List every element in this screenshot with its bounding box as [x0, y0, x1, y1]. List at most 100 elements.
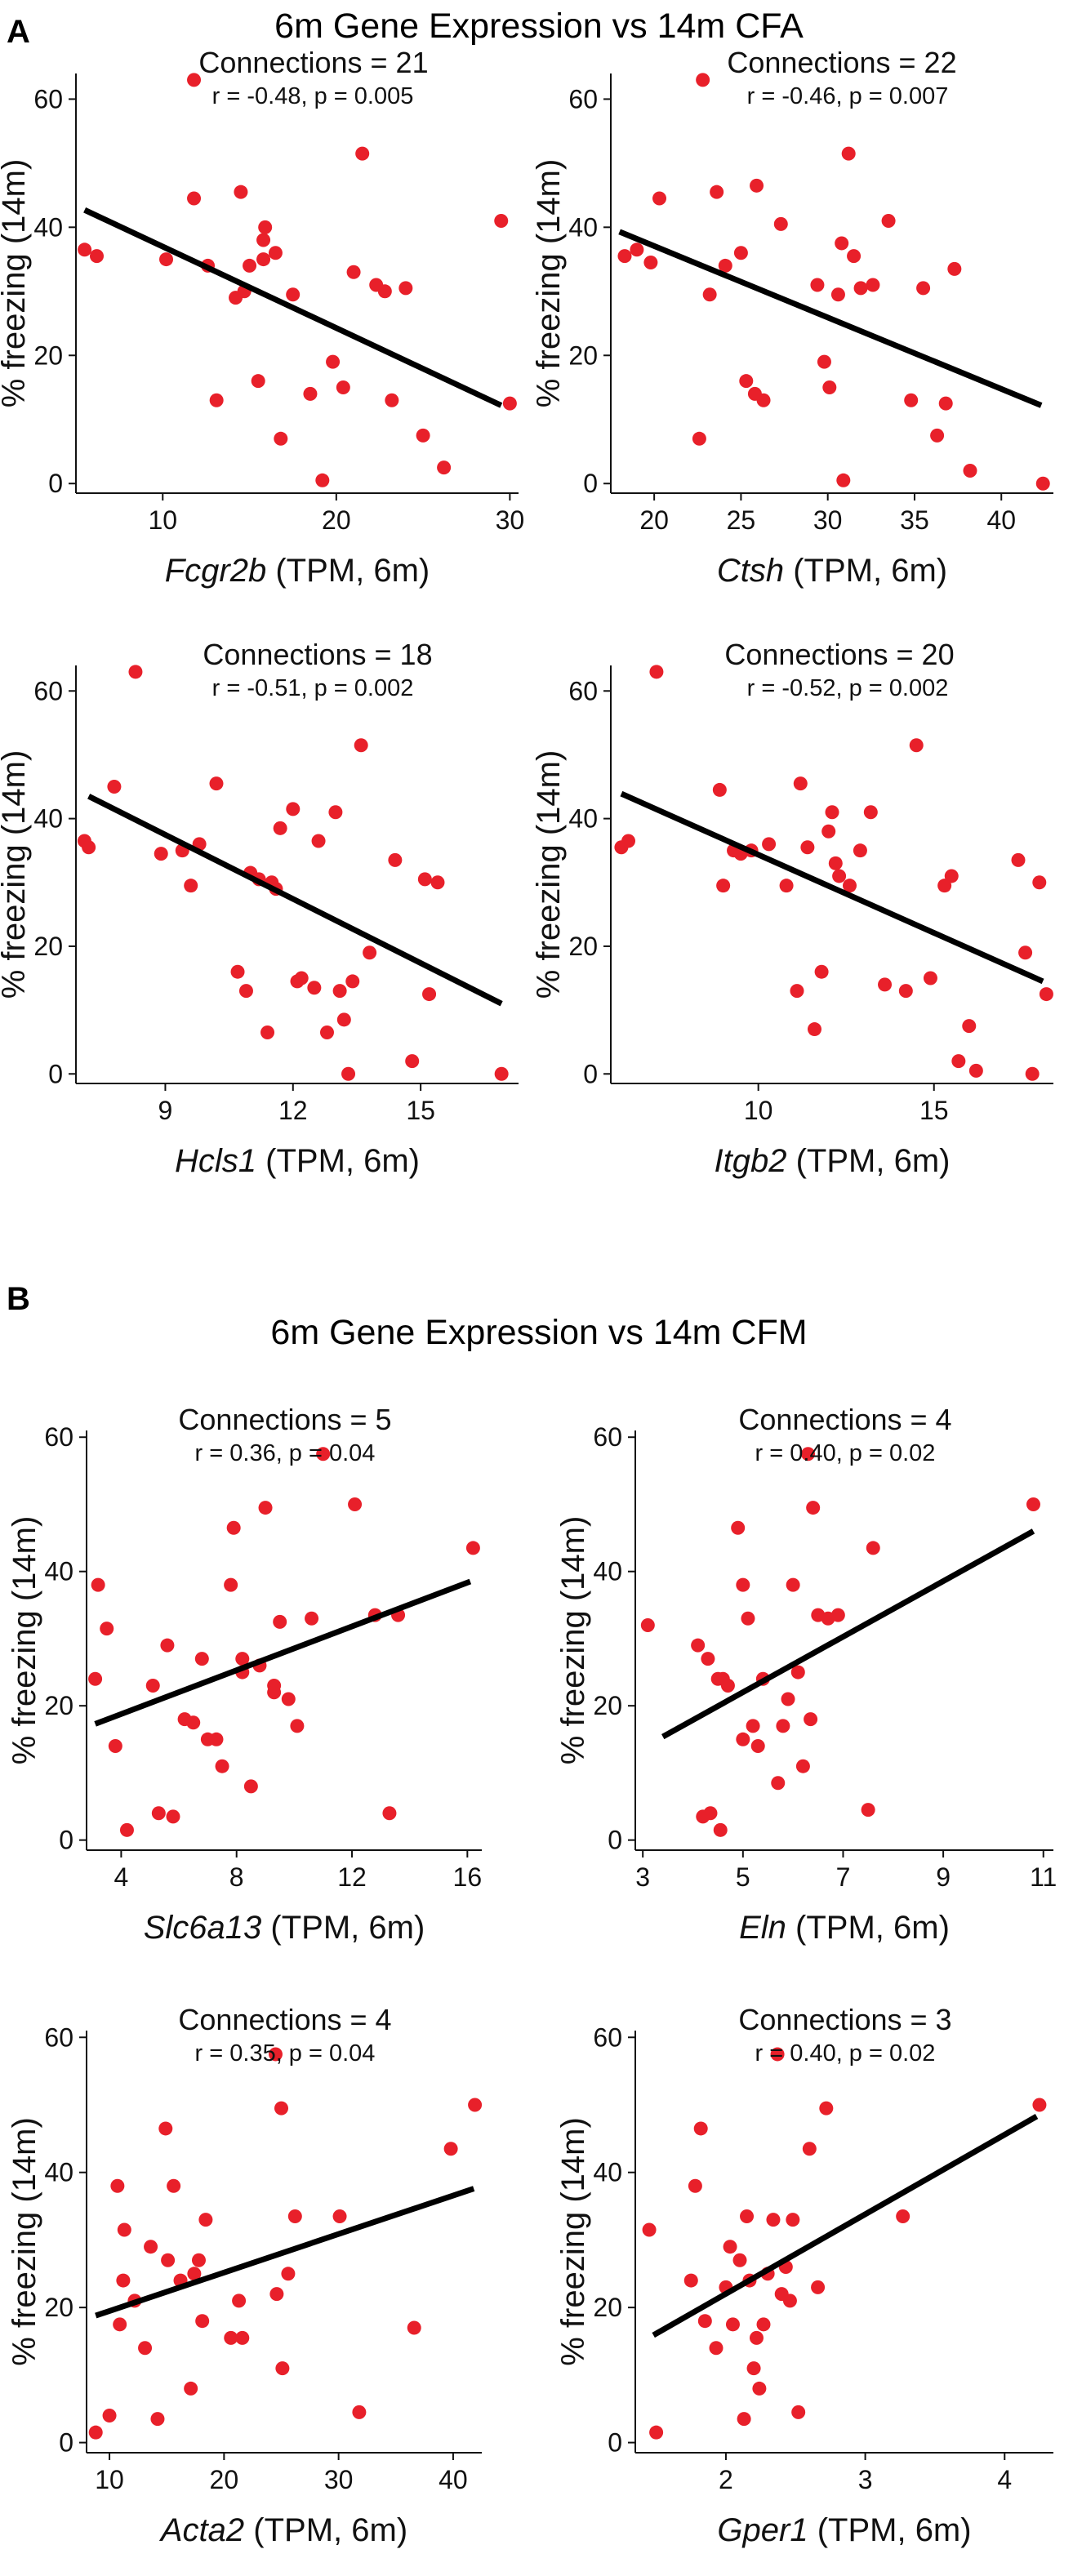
data-point	[923, 971, 937, 985]
data-point	[937, 879, 952, 893]
data-point	[847, 249, 862, 264]
data-point	[731, 1520, 746, 1535]
data-point	[878, 977, 893, 992]
data-point	[195, 2314, 210, 2329]
data-point	[243, 1779, 258, 1794]
data-point	[187, 2267, 202, 2281]
x-tick-label: 5	[736, 1862, 750, 1892]
data-point	[303, 386, 318, 401]
x-tick-label: 8	[229, 1862, 244, 1892]
data-point	[354, 738, 368, 753]
data-point	[315, 473, 330, 487]
data-point	[740, 2209, 755, 2223]
data-point	[830, 1608, 845, 1622]
data-point	[828, 856, 843, 870]
data-point	[790, 1665, 805, 1680]
data-point	[258, 1501, 273, 1515]
y-tick-label: 0	[48, 469, 63, 498]
scatter-plot-gper1: 0 20 40 60 2 3 4 Connections = 3 r = 0.40, p = 0…	[555, 2003, 1053, 2548]
data-point	[166, 1809, 180, 1824]
data-point	[346, 265, 361, 279]
data-point	[710, 185, 724, 199]
data-point	[311, 834, 326, 848]
data-point	[712, 782, 727, 797]
x-tick-label: 2	[719, 2465, 733, 2494]
data-point	[116, 2273, 131, 2288]
data-point	[422, 987, 437, 1002]
x-tick-label: 10	[148, 505, 177, 535]
data-point	[90, 249, 105, 264]
y-tick-label: 20	[44, 2293, 73, 2322]
x-tick-label: 20	[639, 505, 669, 535]
y-tick-label: 0	[608, 1826, 622, 1855]
data-point	[962, 1019, 977, 1034]
scatter-plot-acta2: 0 20 40 60 10 20 30 40 Connections = 4 r = 0.35, …	[7, 2003, 483, 2548]
data-point	[806, 1501, 821, 1515]
data-point	[281, 1692, 296, 1706]
data-point	[825, 805, 839, 820]
data-point	[294, 971, 309, 985]
data-point	[709, 2341, 723, 2356]
data-point	[756, 393, 771, 407]
data-point	[718, 258, 732, 273]
regression-line	[83, 207, 503, 408]
data-point	[786, 2213, 800, 2227]
data-point	[1011, 852, 1026, 867]
plot-title: Connections = 3	[738, 2003, 951, 2036]
data-point	[494, 213, 509, 228]
y-axis-title: % freezing (14m)	[531, 750, 567, 999]
scatter-plot-hcls1: 0 20 40 60 9 12 15 Connections = 18 r = -0.51, p…	[0, 638, 519, 1179]
y-tick-label: 60	[593, 2022, 622, 2052]
data-point	[938, 396, 953, 411]
data-point	[630, 242, 644, 257]
x-tick-label: 9	[936, 1862, 951, 1892]
data-point	[256, 233, 271, 247]
data-point	[226, 1520, 241, 1535]
y-tick-label: 20	[44, 1691, 73, 1720]
data-point	[750, 1739, 765, 1754]
data-point	[100, 1622, 114, 1636]
y-tick-label: 0	[59, 2428, 73, 2458]
data-point	[377, 284, 392, 299]
data-point	[238, 984, 253, 999]
data-point	[790, 984, 804, 999]
data-point	[782, 2293, 797, 2308]
data-point	[896, 2209, 910, 2223]
stats-text: r = 0.35, p = 0.04	[195, 2040, 376, 2067]
gene-name: Eln	[739, 1910, 786, 1946]
stats-text: r = 0.40, p = 0.02	[755, 1440, 936, 1466]
data-point	[773, 216, 788, 231]
data-point	[800, 840, 815, 855]
data-point	[224, 1577, 238, 1592]
data-point	[1025, 1066, 1040, 1081]
data-point	[749, 2330, 764, 2345]
data-point	[802, 2142, 817, 2156]
data-point	[268, 2047, 283, 2062]
data-point	[720, 1679, 735, 1693]
y-tick-label: 60	[593, 1422, 622, 1452]
x-tick-label: 9	[158, 1096, 173, 1125]
data-point	[417, 872, 432, 887]
stats-text: r = 0.36, p = 0.04	[195, 1440, 376, 1466]
x-tick-label: 12	[337, 1862, 367, 1892]
y-tick-label: 20	[593, 1691, 622, 1720]
data-point	[273, 821, 287, 835]
plot-title: Connections = 22	[727, 46, 956, 79]
data-point	[78, 242, 92, 257]
data-point	[151, 1806, 166, 1821]
data-point	[194, 1652, 209, 1666]
plot-title: Connections = 4	[178, 2003, 391, 2036]
data-point	[235, 1652, 250, 1666]
data-point	[290, 1719, 305, 1733]
plot-title: Connections = 21	[198, 46, 428, 79]
data-point	[697, 2314, 712, 2329]
data-point	[866, 278, 880, 292]
data-point	[117, 2222, 131, 2237]
data-point	[963, 464, 977, 478]
scatter-plot-ctsh: 0 20 40 60 20 25 30 35 40 Connections = 22 r = -0.…	[531, 46, 1053, 589]
data-point	[843, 879, 857, 893]
data-point	[830, 287, 845, 302]
x-tick-label: 15	[406, 1096, 435, 1125]
data-point	[230, 964, 245, 979]
x-axis-title: Fcgr2b (TPM, 6m)	[165, 553, 430, 589]
